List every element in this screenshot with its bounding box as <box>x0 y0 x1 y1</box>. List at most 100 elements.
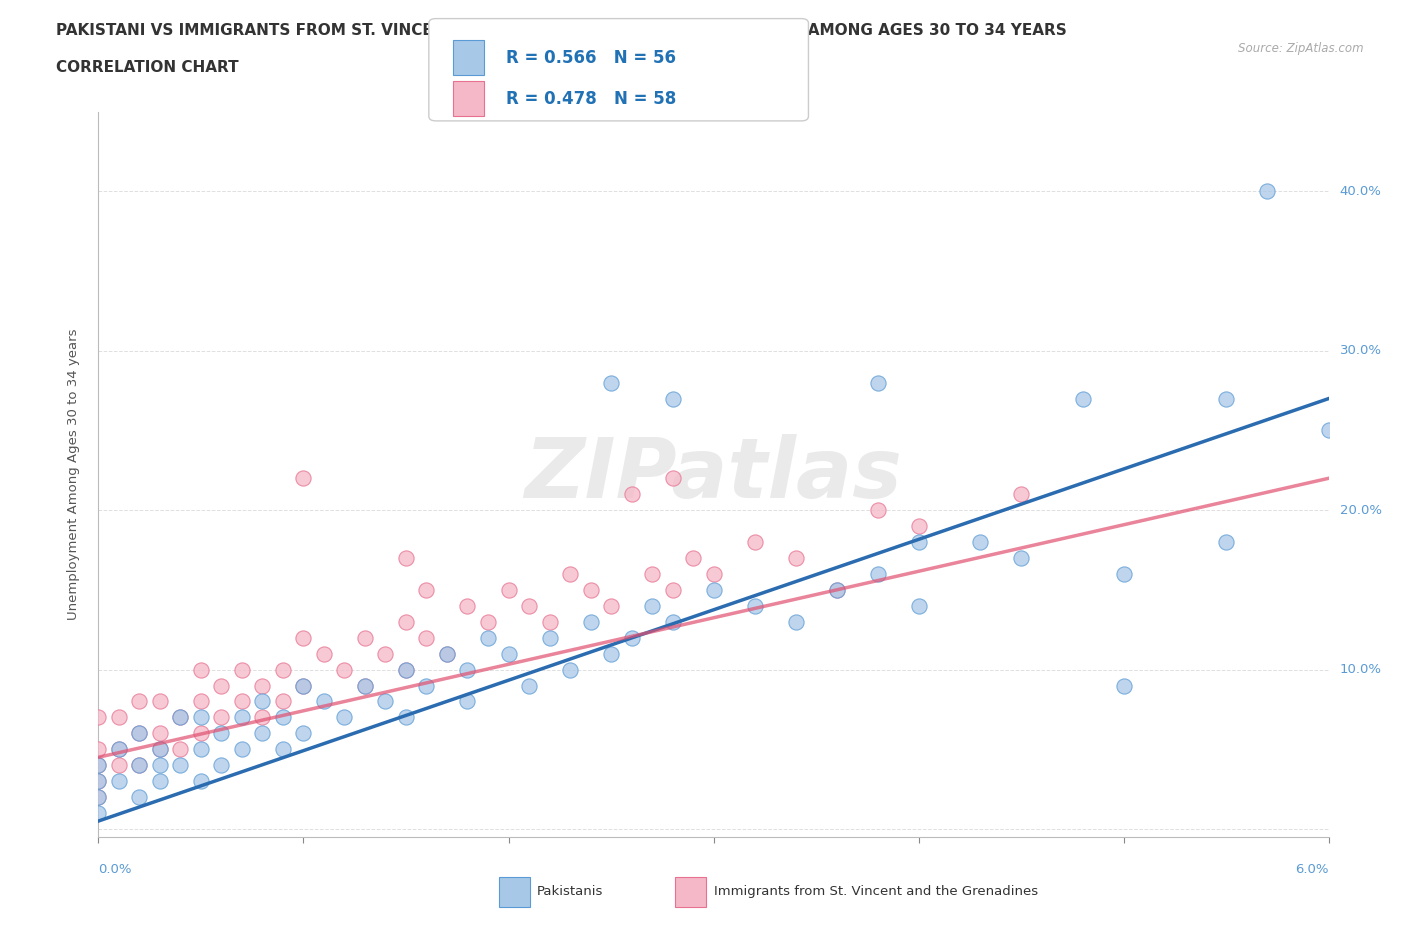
Point <box>1010 551 1032 565</box>
Point <box>682 551 704 565</box>
Point <box>354 678 377 693</box>
Text: 20.0%: 20.0% <box>1340 504 1382 517</box>
Point <box>907 535 929 550</box>
Point <box>87 790 110 804</box>
Text: Source: ZipAtlas.com: Source: ZipAtlas.com <box>1239 42 1364 55</box>
Point <box>128 790 150 804</box>
Point <box>415 678 437 693</box>
Point <box>703 582 725 597</box>
Point <box>436 646 458 661</box>
Point <box>579 615 602 630</box>
Point <box>190 742 212 757</box>
Point <box>825 582 848 597</box>
Point <box>517 678 540 693</box>
Point <box>558 566 581 581</box>
Point <box>128 726 150 741</box>
Point <box>87 790 110 804</box>
Point <box>333 662 356 677</box>
Text: R = 0.566   N = 56: R = 0.566 N = 56 <box>506 48 676 67</box>
Point <box>252 694 274 709</box>
Point <box>169 710 191 724</box>
Point <box>620 631 643 645</box>
Point <box>252 710 274 724</box>
Point <box>128 758 150 773</box>
Text: 0.0%: 0.0% <box>98 863 132 876</box>
Point <box>312 646 335 661</box>
Point <box>271 742 294 757</box>
Point <box>395 662 418 677</box>
Point <box>252 678 274 693</box>
Text: R = 0.478   N = 58: R = 0.478 N = 58 <box>506 89 676 108</box>
Point <box>87 805 110 820</box>
Point <box>661 392 683 406</box>
Text: 10.0%: 10.0% <box>1340 663 1382 676</box>
Point <box>498 646 520 661</box>
Point <box>87 742 110 757</box>
Point <box>785 615 807 630</box>
Point <box>579 582 602 597</box>
Point <box>231 710 253 724</box>
Point <box>190 694 212 709</box>
Point <box>825 582 848 597</box>
Point <box>641 598 664 613</box>
Text: CORRELATION CHART: CORRELATION CHART <box>56 60 239 75</box>
Point <box>395 615 418 630</box>
Point <box>354 631 377 645</box>
Point <box>149 742 172 757</box>
Point <box>128 758 150 773</box>
Point <box>149 758 172 773</box>
Y-axis label: Unemployment Among Ages 30 to 34 years: Unemployment Among Ages 30 to 34 years <box>66 328 80 620</box>
Point <box>292 678 315 693</box>
Point <box>149 774 172 789</box>
Point <box>477 631 499 645</box>
Point <box>333 710 356 724</box>
Point <box>108 742 131 757</box>
Point <box>149 694 172 709</box>
Point <box>436 646 458 661</box>
Point <box>1256 184 1278 199</box>
Point <box>354 678 377 693</box>
Point <box>169 742 191 757</box>
Point <box>108 758 131 773</box>
Point <box>395 551 418 565</box>
Point <box>744 598 766 613</box>
Point <box>1215 392 1237 406</box>
Point <box>395 710 418 724</box>
Point <box>87 710 110 724</box>
Point <box>517 598 540 613</box>
Point <box>661 582 683 597</box>
Point <box>661 471 683 485</box>
Point <box>1112 566 1135 581</box>
Point <box>87 758 110 773</box>
Point <box>1317 423 1340 438</box>
Text: 30.0%: 30.0% <box>1340 344 1382 357</box>
Point <box>271 694 294 709</box>
Point <box>211 710 233 724</box>
Point <box>866 375 889 390</box>
Point <box>866 566 889 581</box>
Point <box>190 774 212 789</box>
Point <box>231 662 253 677</box>
Text: ZIPatlas: ZIPatlas <box>524 433 903 515</box>
Point <box>456 694 478 709</box>
Point <box>128 726 150 741</box>
Point <box>190 710 212 724</box>
Text: 40.0%: 40.0% <box>1340 185 1382 198</box>
Point <box>907 598 929 613</box>
Point <box>231 694 253 709</box>
Point <box>149 742 172 757</box>
Point <box>149 726 172 741</box>
Point <box>190 662 212 677</box>
Point <box>374 694 396 709</box>
Point <box>1010 486 1032 501</box>
Point <box>169 710 191 724</box>
Point <box>456 598 478 613</box>
Point <box>292 678 315 693</box>
Point <box>312 694 335 709</box>
Point <box>600 646 623 661</box>
Point <box>415 582 437 597</box>
Point <box>1215 535 1237 550</box>
Point <box>395 662 418 677</box>
Point <box>292 631 315 645</box>
Point <box>252 726 274 741</box>
